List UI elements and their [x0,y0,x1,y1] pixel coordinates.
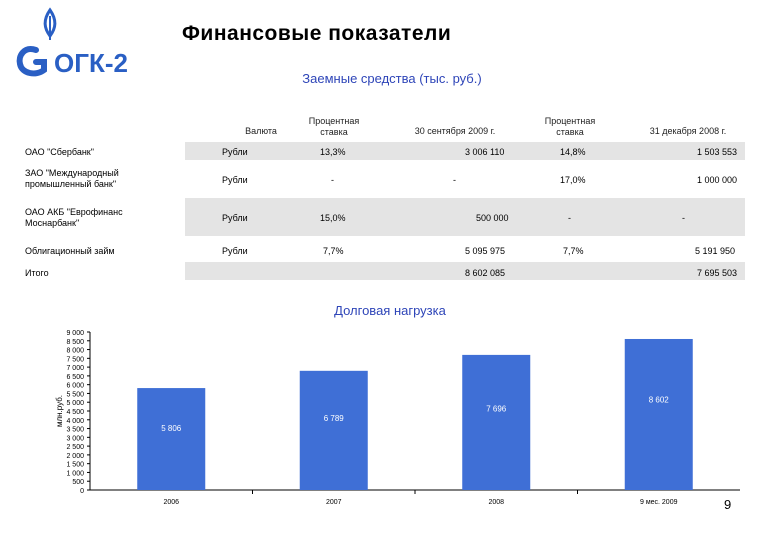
bar-value-label: 5 806 [161,424,182,433]
y-tick-label: 6 500 [66,374,84,381]
row-label-total: Итого [25,268,49,278]
row-rate1: 13,3% [320,147,346,157]
col-header-rate1: Процентная ставка [308,116,360,137]
y-tick-label: 4 000 [66,418,84,425]
row-amount2: 5 191 950 [695,246,736,256]
row-amount2: - [682,213,685,223]
logo-g-letter [16,46,47,77]
y-tick-label: 2 000 [66,453,84,460]
y-tick-label: 3 000 [66,435,84,442]
col-header-rate2: Процентная ставка [544,116,596,137]
y-tick-label: 5 500 [66,391,84,398]
y-tick-label: 1 500 [66,462,84,469]
row-label-evrofinans: ОАО АКБ "Еврофинанс Моснарбанк" [25,207,123,229]
page-number: 9 [724,497,732,512]
y-tick-label: 6 000 [66,383,84,390]
x-tick-label: 2007 [326,499,342,506]
row-rate1: - [331,175,334,185]
row-label-line: ЗАО "Международный [25,168,119,178]
y-tick-label: 4 500 [66,409,84,416]
table-subtitle: Заемные средства (тыс. руб.) [302,71,482,86]
bar-value-label: 7 696 [486,405,507,414]
row-label-line: ОАО АКБ "Еврофинанс [25,207,123,217]
row-amount2: 1 503 553 [697,147,738,157]
y-tick-label: 0 [80,488,84,495]
row-label-bonds: Облигационный займ [25,246,115,256]
row-label-line: Моснарбанк" [25,218,80,228]
row-currency: Рубли [222,213,248,223]
row-amount2: 1 000 000 [697,175,738,185]
y-tick-label: 5 000 [66,400,84,407]
row-rate1: 15,0% [320,213,346,223]
bar [137,388,206,490]
row-amount1: 5 095 975 [465,246,506,256]
total-amount1: 8 602 085 [465,268,506,278]
row-band [185,198,745,236]
y-tick-label: 7 500 [66,356,84,363]
col-header-date1: 30 сентября 2009 г. [414,126,496,136]
total-amount2: 7 695 503 [697,268,738,278]
x-tick-label: 2008 [488,499,504,506]
row-label-mezhprombank: ЗАО "Международный промышленный банк" [25,168,119,190]
bar [624,338,693,490]
x-tick-label: 9 мес. 2009 [640,499,678,506]
row-amount1: - [453,175,456,185]
y-axis-label: млн.руб. [55,395,64,427]
row-rate2: 14,8% [560,147,586,157]
row-label-line: промышленный банк" [25,179,117,189]
page-title: Финансовые показатели [182,22,452,45]
col-header-date2: 31 декабря 2008 г. [649,126,727,136]
row-rate2: - [568,213,571,223]
chart-title: Долговая нагрузка [334,303,446,318]
row-rate2: 7,7% [563,246,584,256]
y-tick-label: 9 000 [66,330,84,337]
row-currency: Рубли [222,246,248,256]
row-amount1: 500 000 [476,213,509,223]
bar [462,354,531,490]
row-band [185,142,745,160]
row-band [185,262,745,280]
y-tick-label: 1 000 [66,470,84,477]
loans-table: Валюта Процентная ставка 30 сентября 200… [25,116,745,280]
row-label-sberbank: ОАО "Сбербанк" [25,147,94,157]
row-rate1: 7,7% [323,246,344,256]
col-header-currency: Валюта [245,126,277,136]
y-tick-label: 3 500 [66,427,84,434]
y-tick-label: 8 000 [66,348,84,355]
logo-text: ОГК-2 [54,48,128,78]
x-tick-label: 2006 [163,499,179,506]
y-tick-label: 2 500 [66,444,84,451]
bar-value-label: 8 602 [649,395,670,404]
y-tick-label: 7 000 [66,365,84,372]
bar [299,370,368,490]
y-tick-label: 500 [72,479,84,486]
company-logo: ОГК-2 [10,6,150,78]
y-tick-label: 8 500 [66,339,84,346]
row-currency: Рубли [222,147,248,157]
row-rate2: 17,0% [560,175,586,185]
bar-value-label: 6 789 [324,414,345,423]
row-currency: Рубли [222,175,248,185]
row-amount1: 3 006 110 [465,147,505,157]
